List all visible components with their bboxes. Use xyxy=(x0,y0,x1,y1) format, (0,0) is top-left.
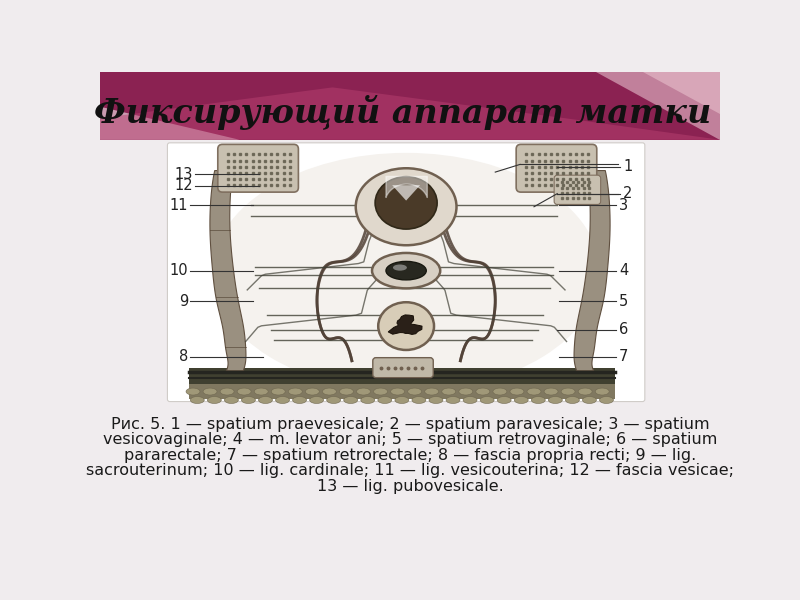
Text: 2: 2 xyxy=(623,186,633,201)
Ellipse shape xyxy=(599,397,614,403)
Ellipse shape xyxy=(459,388,473,395)
Ellipse shape xyxy=(566,397,579,403)
Ellipse shape xyxy=(429,397,443,403)
Ellipse shape xyxy=(412,397,426,403)
Ellipse shape xyxy=(220,388,234,395)
Ellipse shape xyxy=(561,388,575,395)
Ellipse shape xyxy=(306,388,319,395)
Ellipse shape xyxy=(361,397,374,403)
Ellipse shape xyxy=(578,388,592,395)
Ellipse shape xyxy=(463,397,477,403)
Text: 7: 7 xyxy=(619,349,629,364)
Polygon shape xyxy=(392,185,420,200)
Ellipse shape xyxy=(493,388,507,395)
Ellipse shape xyxy=(207,397,222,403)
Ellipse shape xyxy=(271,388,286,395)
Ellipse shape xyxy=(344,397,358,403)
Text: Фиксирующий аппарат матки: Фиксирующий аппарат матки xyxy=(94,95,711,130)
Text: 10: 10 xyxy=(170,263,188,278)
Ellipse shape xyxy=(480,397,494,403)
Ellipse shape xyxy=(275,397,290,403)
Ellipse shape xyxy=(212,153,600,392)
Polygon shape xyxy=(100,107,239,140)
Ellipse shape xyxy=(203,388,217,395)
Ellipse shape xyxy=(408,388,422,395)
FancyBboxPatch shape xyxy=(516,145,597,192)
Ellipse shape xyxy=(375,177,437,229)
Ellipse shape xyxy=(390,388,405,395)
Ellipse shape xyxy=(514,397,528,403)
Polygon shape xyxy=(574,170,610,371)
Ellipse shape xyxy=(293,397,306,403)
Ellipse shape xyxy=(224,397,238,403)
FancyBboxPatch shape xyxy=(218,145,298,192)
Polygon shape xyxy=(189,384,615,399)
Ellipse shape xyxy=(186,388,200,395)
Text: 11: 11 xyxy=(170,198,188,213)
Ellipse shape xyxy=(446,397,460,403)
Text: 13: 13 xyxy=(174,167,193,182)
Ellipse shape xyxy=(258,397,273,403)
Ellipse shape xyxy=(497,397,511,403)
Polygon shape xyxy=(642,72,720,115)
Ellipse shape xyxy=(425,388,438,395)
Ellipse shape xyxy=(548,397,562,403)
Ellipse shape xyxy=(393,265,407,271)
Polygon shape xyxy=(100,72,720,140)
Ellipse shape xyxy=(326,397,341,403)
Ellipse shape xyxy=(386,262,426,280)
Text: 9: 9 xyxy=(179,294,188,309)
Text: 13 — lig. pubovesicale.: 13 — lig. pubovesicale. xyxy=(317,479,503,494)
Ellipse shape xyxy=(378,302,434,350)
Ellipse shape xyxy=(242,397,255,403)
Ellipse shape xyxy=(582,397,596,403)
Text: 6: 6 xyxy=(619,322,629,337)
Ellipse shape xyxy=(378,397,392,403)
Text: pararectale; 7 — spatium retrorectale; 8 — fascia propria recti; 9 — lig.: pararectale; 7 — spatium retrorectale; 8… xyxy=(124,448,696,463)
Text: 1: 1 xyxy=(623,159,632,174)
Ellipse shape xyxy=(476,388,490,395)
Ellipse shape xyxy=(357,388,370,395)
Text: 4: 4 xyxy=(619,263,629,278)
Ellipse shape xyxy=(510,388,524,395)
Ellipse shape xyxy=(339,388,354,395)
Ellipse shape xyxy=(372,253,440,289)
Ellipse shape xyxy=(527,388,541,395)
Ellipse shape xyxy=(322,388,336,395)
Text: Рис. 5. 1 — spatium praevesicale; 2 — spatium paravesicale; 3 — spatium: Рис. 5. 1 — spatium praevesicale; 2 — sp… xyxy=(110,417,710,432)
Polygon shape xyxy=(100,88,720,140)
Ellipse shape xyxy=(544,388,558,395)
Polygon shape xyxy=(388,315,422,334)
Text: sacrouterinum; 10 — lig. cardinale; 11 — lig. vesicouterina; 12 — fascia vesicae: sacrouterinum; 10 — lig. cardinale; 11 —… xyxy=(86,463,734,478)
FancyBboxPatch shape xyxy=(167,143,645,401)
Text: 8: 8 xyxy=(179,349,188,364)
Text: 12: 12 xyxy=(174,178,193,193)
Ellipse shape xyxy=(395,397,409,403)
Ellipse shape xyxy=(190,397,204,403)
Text: 5: 5 xyxy=(619,294,629,309)
Polygon shape xyxy=(210,170,246,371)
Polygon shape xyxy=(189,368,615,384)
Ellipse shape xyxy=(356,168,457,245)
Ellipse shape xyxy=(595,388,609,395)
Polygon shape xyxy=(596,72,720,140)
Text: 3: 3 xyxy=(619,198,628,213)
Ellipse shape xyxy=(310,397,323,403)
Text: vesicovaginale; 4 — m. levator ani; 5 — spatium retrovaginale; 6 — spatium: vesicovaginale; 4 — m. levator ani; 5 — … xyxy=(103,433,717,448)
Ellipse shape xyxy=(531,397,546,403)
Ellipse shape xyxy=(288,388,302,395)
FancyBboxPatch shape xyxy=(373,358,434,377)
Ellipse shape xyxy=(442,388,456,395)
FancyBboxPatch shape xyxy=(554,175,601,205)
Ellipse shape xyxy=(254,388,268,395)
Ellipse shape xyxy=(237,388,251,395)
Ellipse shape xyxy=(374,388,387,395)
